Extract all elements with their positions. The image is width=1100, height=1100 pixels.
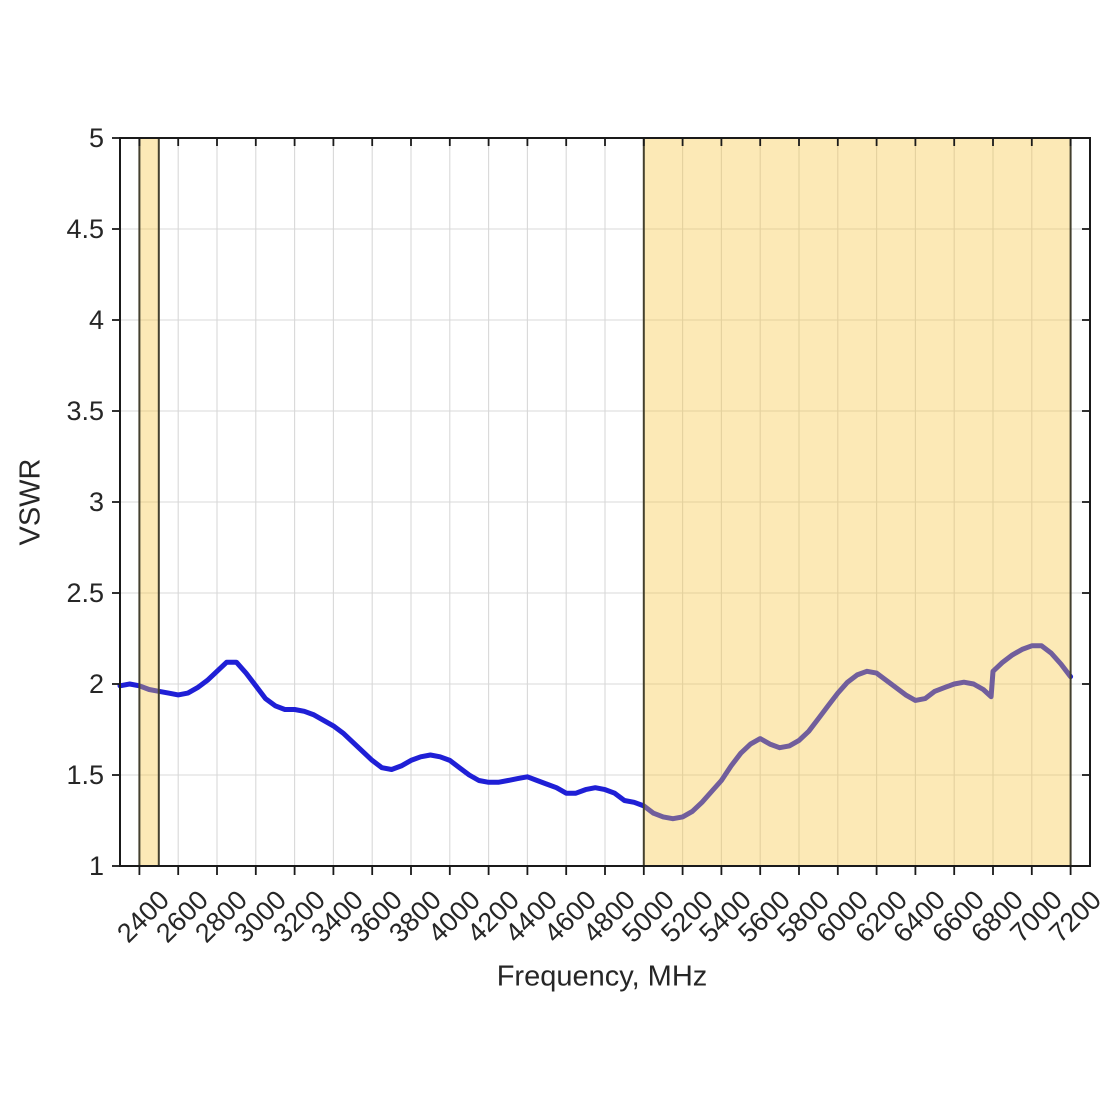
y-tick-label: 5 [88,123,104,153]
band-2400-2500 [139,138,159,866]
y-tick-label: 3 [88,487,104,517]
y-tick-label: 4.5 [66,214,104,244]
y-tick-label: 3.5 [66,396,104,426]
y-tick-label: 4 [88,305,104,335]
y-tick-label: 1.5 [66,760,104,790]
x-axis-title: Frequency, MHz [496,960,708,993]
vswr-curve [117,643,1074,822]
y-tick-label: 2.5 [66,578,104,608]
y-axis-title: VSWR [14,458,47,546]
y-tick-label: 2 [88,669,104,699]
band-5000-7200 [643,138,1071,866]
y-tick-label: 1 [88,851,104,881]
